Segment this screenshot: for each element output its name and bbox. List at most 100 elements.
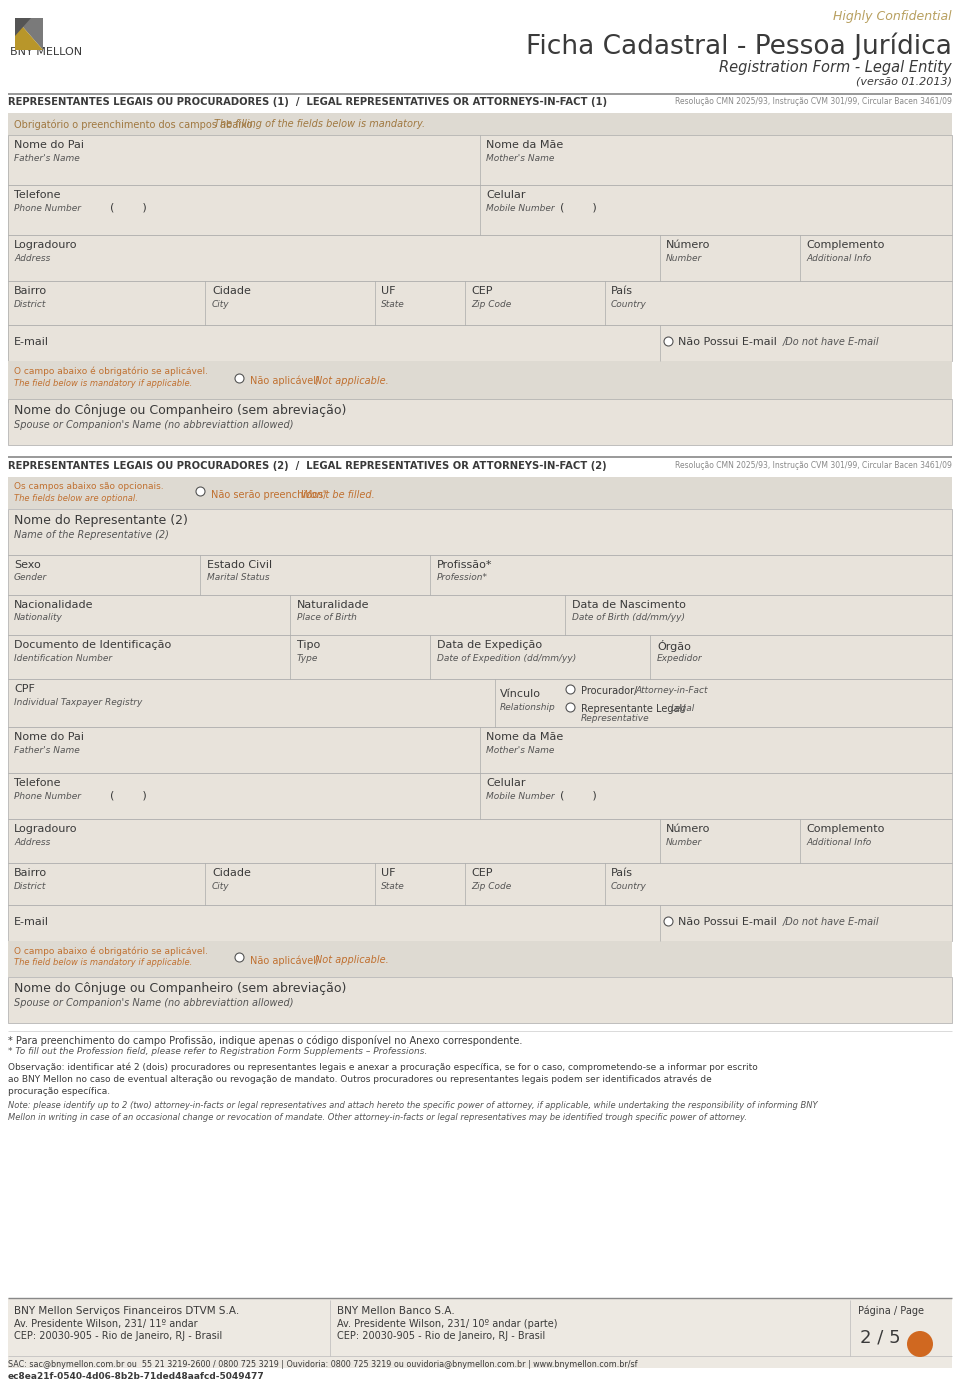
Circle shape [235,374,244,383]
Text: Gender: Gender [14,573,47,583]
Text: País: País [611,868,633,877]
Text: Father's Name: Father's Name [14,154,80,163]
Text: Zip Code: Zip Code [471,882,512,891]
Text: Nome da Mãe: Nome da Mãe [486,732,564,742]
Text: Nome do Pai: Nome do Pai [14,140,84,149]
Bar [8,235,952,281]
Text: District: District [14,300,46,309]
Bar [8,281,952,326]
Text: Representative: Representative [581,714,650,724]
Text: BNY Mellon Banco S.A.: BNY Mellon Banco S.A. [337,1306,455,1316]
Polygon shape [15,18,43,50]
Text: (        ): ( ) [110,791,147,800]
Text: País: País [611,286,633,296]
Text: REPRESENTANTES LEGAIS OU PROCURADORES (1)  /  LEGAL REPRESENTATIVES OR ATTORNEYS: REPRESENTANTES LEGAIS OU PROCURADORES (1… [8,96,607,108]
Text: * Para preenchimento do campo Profissão, indique apenas o código disponível no A: * Para preenchimento do campo Profissão,… [8,1035,522,1045]
Text: procuração específica.: procuração específica. [8,1087,110,1097]
Text: Mother's Name: Mother's Name [486,746,554,754]
Text: Address: Address [14,838,50,847]
Text: Nome do Cônjuge ou Companheiro (sem abreviação): Nome do Cônjuge ou Companheiro (sem abre… [14,982,347,995]
Bar [8,555,952,595]
Polygon shape [15,18,31,36]
Text: Telefone: Telefone [14,778,60,788]
Text: /Do not have E-mail: /Do not have E-mail [783,337,879,346]
Text: * To fill out the Profession field, please refer to Registration Form Supplement: * To fill out the Profession field, plea… [8,1046,427,1056]
Bar [8,977,952,1023]
Text: CEP: 20030-905 - Rio de Janeiro, RJ - Brasil: CEP: 20030-905 - Rio de Janeiro, RJ - Br… [337,1331,545,1341]
Text: Nome do Cônjuge ou Companheiro (sem abreviação): Nome do Cônjuge ou Companheiro (sem abre… [14,404,347,416]
Bar [8,113,952,136]
Text: O campo abaixo é obrigatório se aplicável.: O campo abaixo é obrigatório se aplicáve… [14,367,208,377]
Text: Additional Info: Additional Info [806,838,872,847]
Text: Country: Country [611,882,647,891]
Text: Obrigatório o preenchimento dos campos abaixo.: Obrigatório o preenchimento dos campos a… [14,119,255,130]
Text: Complemento: Complemento [806,240,884,250]
Text: Date of Expedition (dd/mm/yy): Date of Expedition (dd/mm/yy) [437,654,576,664]
Bar [8,476,952,509]
Text: Mother's Name: Mother's Name [486,154,554,163]
Bar [8,773,952,819]
Text: Celular: Celular [486,190,525,200]
Text: Nacionalidade: Nacionalidade [14,599,93,610]
Text: Marital Status: Marital Status [207,573,270,583]
Text: Bairro: Bairro [14,286,47,296]
Bar [8,726,952,773]
Text: Relationship: Relationship [500,703,556,712]
Text: Órgão: Órgão [657,640,691,652]
Text: O campo abaixo é obrigatório se aplicável.: O campo abaixo é obrigatório se aplicáve… [14,946,208,956]
Text: Country: Country [611,300,647,309]
Text: Complemento: Complemento [806,824,884,834]
Text: (        ): ( ) [110,203,147,212]
Text: Address: Address [14,254,50,263]
Text: Note: please identify up to 2 (two) attorney-in-facts or legal representatives a: Note: please identify up to 2 (two) atto… [8,1101,818,1111]
Text: Logradouro: Logradouro [14,240,78,250]
Text: Não Possui E-mail: Não Possui E-mail [678,916,777,928]
Text: Phone Number: Phone Number [14,204,81,212]
Text: The filling of the fields below is mandatory.: The filling of the fields below is manda… [214,119,425,129]
Text: Número: Número [666,824,710,834]
Text: ec8ea21f-0540-4d06-8b2b-71ded48aafcd-5049477: ec8ea21f-0540-4d06-8b2b-71ded48aafcd-504… [8,1372,265,1382]
Bar [8,863,952,905]
Text: Resolução CMN 2025/93, Instrução CVM 301/99, Circular Bacen 3461/09: Resolução CMN 2025/93, Instrução CVM 301… [675,96,952,106]
Text: Nome da Mãe: Nome da Mãe [486,140,564,149]
Text: Cidade: Cidade [212,286,251,296]
Text: BNY Mellon Serviços Financeiros DTVM S.A.: BNY Mellon Serviços Financeiros DTVM S.A… [14,1306,239,1316]
Text: CEP: CEP [471,286,492,296]
Text: Nationality: Nationality [14,613,62,622]
Text: (        ): ( ) [560,791,597,800]
Bar [8,819,952,863]
Text: ao BNY Mellon no caso de eventual alteração ou revogação de mandato. Outros proc: ao BNY Mellon no caso de eventual altera… [8,1076,711,1084]
Bar [8,942,952,977]
Bar [8,326,952,360]
Text: CEP: 20030-905 - Rio de Janeiro, RJ - Brasil: CEP: 20030-905 - Rio de Janeiro, RJ - Br… [14,1331,223,1341]
Text: Os campos abaixo são opcionais.: Os campos abaixo são opcionais. [14,482,163,490]
Text: ▲: ▲ [914,1338,925,1354]
Text: Not applicable.: Not applicable. [315,376,389,386]
Text: Celular: Celular [486,778,525,788]
Text: Sexo: Sexo [14,560,40,570]
Text: Observação: identificar até 2 (dois) procuradores ou representantes legais e ane: Observação: identificar até 2 (dois) pro… [8,1063,757,1073]
Text: Nome do Pai: Nome do Pai [14,732,84,742]
Text: Documento de Identificação: Documento de Identificação [14,640,171,650]
Circle shape [196,488,205,496]
Text: Spouse or Companion's Name (no abbreviattion allowed): Spouse or Companion's Name (no abbreviat… [14,997,294,1009]
Text: CEP: CEP [471,868,492,877]
Text: REPRESENTANTES LEGAIS OU PROCURADORES (2)  /  LEGAL REPRESENTATIVES OR ATTORNEYS: REPRESENTANTES LEGAIS OU PROCURADORES (2… [8,461,607,471]
Text: Profession*: Profession* [437,573,488,583]
Text: Expedidor: Expedidor [657,654,703,664]
Text: Bairro: Bairro [14,868,47,877]
Text: Highly Confidential: Highly Confidential [833,10,952,22]
Text: Legal: Legal [671,704,695,712]
Text: /Do not have E-mail: /Do not have E-mail [783,916,879,928]
Circle shape [566,703,575,712]
Text: Profissão*: Profissão* [437,560,492,570]
Text: Name of the Representative (2): Name of the Representative (2) [14,529,169,541]
Text: Procurador/: Procurador/ [581,686,637,696]
Bar [8,184,952,235]
Bar [8,113,952,402]
Text: Data de Expedição: Data de Expedição [437,640,542,650]
Text: Phone Number: Phone Number [14,792,81,800]
Text: BNY MELLON: BNY MELLON [10,47,83,57]
Text: State: State [381,882,405,891]
Text: Number: Number [666,838,703,847]
